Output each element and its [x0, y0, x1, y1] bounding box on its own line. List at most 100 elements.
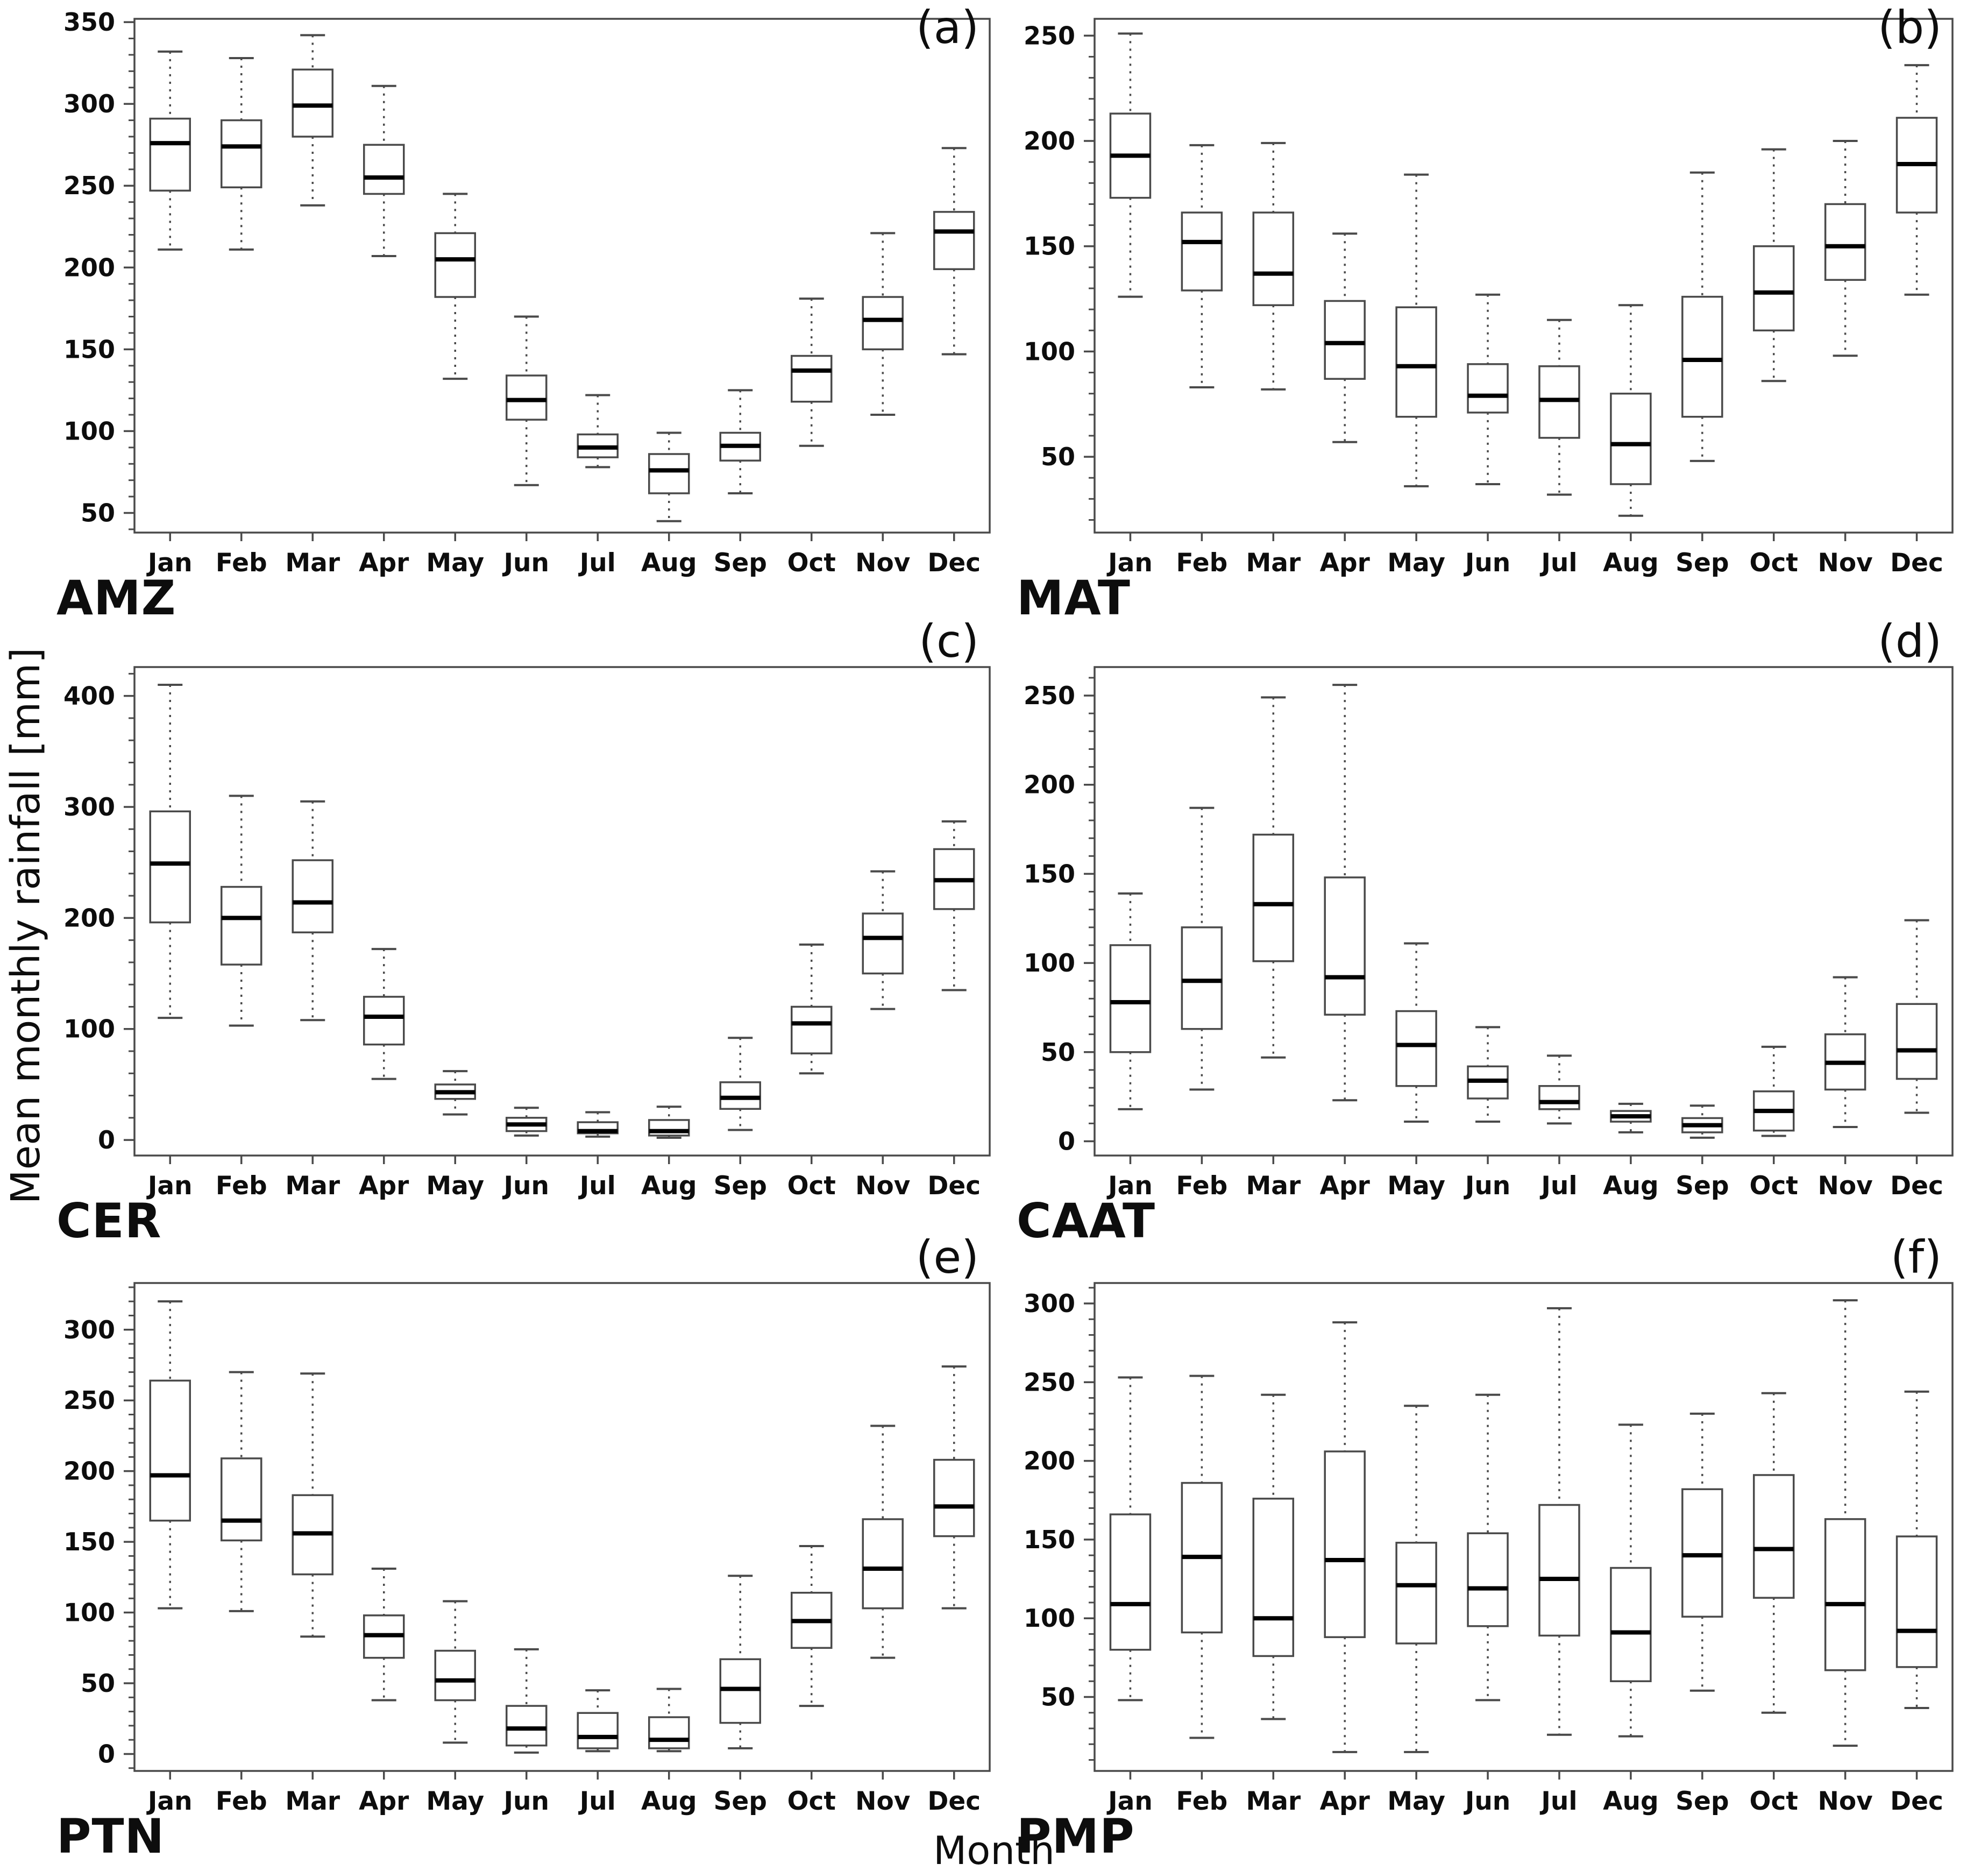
panel-pmp: 50 100 150 200 250 300 Jan Feb Mar Apr May Jun Jul Au… [984, 1270, 1961, 1834]
svg-text:Sep: Sep [1675, 548, 1729, 578]
box-nov [1824, 1299, 1866, 1747]
svg-text:50: 50 [81, 1669, 115, 1698]
svg-text:300: 300 [63, 89, 115, 118]
svg-text:May: May [1387, 1787, 1445, 1816]
y-axis: 0 100 200 300 400 [63, 672, 134, 1154]
svg-text:Sep: Sep [714, 1171, 767, 1201]
svg-text:150: 150 [63, 335, 115, 364]
svg-text:100: 100 [63, 1598, 115, 1627]
svg-text:150: 150 [1024, 1525, 1075, 1554]
svg-text:May: May [1387, 1171, 1445, 1201]
box-nov [862, 870, 904, 1010]
svg-text:Aug: Aug [641, 1787, 697, 1816]
svg-text:Mar: Mar [285, 1787, 340, 1816]
boxes [149, 1300, 975, 1754]
boxplot-caat: 0 50 100 150 200 250 Jan Feb Mar Apr May Jun Jul Aug S… [1024, 666, 1954, 1201]
svg-text:200: 200 [1024, 770, 1075, 799]
svg-text:Mar: Mar [1246, 1787, 1301, 1816]
x-axis: Jan Feb Mar Apr May Jun Jul Aug Sep Oct Nov Dec [146, 533, 981, 578]
svg-text:Jan: Jan [1106, 548, 1153, 578]
box-sep [1681, 1104, 1723, 1139]
box-feb [221, 56, 262, 251]
box-nov [1824, 140, 1866, 357]
svg-text:Jun: Jun [1464, 1171, 1510, 1201]
boxes [1109, 684, 1938, 1139]
box-may [1395, 1405, 1437, 1753]
box-oct [1752, 148, 1795, 382]
box-aug [1610, 1102, 1652, 1133]
x-axis: Jan Feb Mar Apr May Jun Jul Aug Sep Oct Nov Dec [1106, 533, 1943, 578]
svg-text:Sep: Sep [1675, 1171, 1729, 1201]
svg-text:200: 200 [63, 253, 115, 282]
boxplot-pmp: 50 100 150 200 250 300 Jan Feb Mar Apr May Jun Jul Au… [1024, 1282, 1954, 1816]
box-aug [648, 1105, 690, 1139]
box-mar [1252, 1393, 1295, 1720]
svg-text:Jun: Jun [1464, 1787, 1510, 1816]
svg-text:Jun: Jun [502, 1787, 549, 1816]
svg-text:Aug: Aug [641, 548, 697, 578]
box-jan [1109, 32, 1152, 298]
svg-text:Nov: Nov [855, 548, 910, 578]
svg-text:Jan: Jan [146, 548, 193, 578]
boxes [149, 34, 975, 522]
svg-text:Sep: Sep [1675, 1787, 1729, 1816]
region-label-ptn: PTN [56, 1809, 165, 1864]
svg-text:0: 0 [1058, 1126, 1075, 1156]
x-axis: Jan Feb Mar Apr May Jun Jul Aug Sep Oct Nov Dec [1106, 1156, 1943, 1201]
y-axis: 0 50 100 150 200 250 [1024, 677, 1095, 1156]
box-aug [1610, 304, 1652, 517]
svg-text:Jul: Jul [1539, 1171, 1577, 1201]
boxes [1109, 1299, 1938, 1753]
svg-text:Oct: Oct [787, 1787, 836, 1816]
box-jan [149, 684, 191, 1019]
svg-text:300: 300 [63, 792, 115, 821]
svg-text:Feb: Feb [216, 1787, 267, 1816]
svg-text:Nov: Nov [855, 1787, 910, 1816]
box-feb [1181, 144, 1223, 388]
svg-text:100: 100 [63, 416, 115, 445]
box-mar [292, 1372, 333, 1638]
svg-text:Mar: Mar [285, 1171, 340, 1201]
boxplot-amz: 50 100 150 200 250 300 350 Jan Feb Mar Apr May Jun Ju… [63, 8, 991, 578]
svg-text:400: 400 [63, 682, 115, 711]
svg-text:Feb: Feb [1176, 548, 1228, 578]
svg-text:350: 350 [63, 8, 115, 37]
region-label-caat: CAAT [1017, 1193, 1155, 1249]
svg-text:Jul: Jul [1539, 1787, 1577, 1816]
svg-text:Jul: Jul [578, 548, 616, 578]
svg-text:150: 150 [1024, 232, 1075, 261]
x-axis: Jan Feb Mar Apr May Jun Jul Aug Sep Oct Nov Dec [146, 1156, 981, 1201]
box-jul [1538, 1054, 1580, 1125]
box-jun [506, 315, 548, 486]
box-feb [1181, 806, 1223, 1091]
box-sep [1681, 1412, 1723, 1692]
svg-text:Mar: Mar [1246, 1171, 1301, 1201]
svg-text:Aug: Aug [1603, 548, 1658, 578]
svg-text:Nov: Nov [1817, 1787, 1872, 1816]
box-jan [1109, 1376, 1152, 1702]
svg-text:50: 50 [1041, 1682, 1075, 1711]
box-jun [506, 1107, 548, 1137]
y-axis: 50 100 150 200 250 [1024, 21, 1095, 521]
svg-text:Apr: Apr [359, 548, 409, 578]
svg-text:200: 200 [63, 1457, 115, 1486]
panel-letter-caat: (d) [1878, 615, 1942, 668]
box-mar [292, 800, 333, 1022]
svg-text:Jul: Jul [1539, 548, 1577, 578]
svg-text:Jul: Jul [578, 1787, 616, 1816]
svg-text:Nov: Nov [855, 1171, 910, 1201]
panel-amz: 50 100 150 200 250 300 350 Jan Feb Mar Apr May Jun Ju… [24, 5, 998, 596]
y-axis: 50 100 150 200 250 300 [1024, 1287, 1095, 1761]
boxplot-mat: 50 100 150 200 250 Jan Feb Mar Apr May Jun Jul Aug Se… [1024, 18, 1954, 578]
box-aug [648, 431, 690, 522]
svg-text:50: 50 [1041, 1038, 1075, 1067]
svg-text:100: 100 [63, 1015, 115, 1044]
box-oct [1752, 1392, 1795, 1714]
svg-text:Dec: Dec [927, 548, 981, 578]
box-sep [719, 1037, 761, 1131]
boxplot-ptn: 0 50 100 150 200 250 300 Jan Feb Mar Apr May Jun Jul A… [63, 1282, 991, 1816]
box-apr [1324, 232, 1366, 443]
svg-text:Jun: Jun [502, 548, 549, 578]
svg-text:Apr: Apr [359, 1787, 409, 1816]
